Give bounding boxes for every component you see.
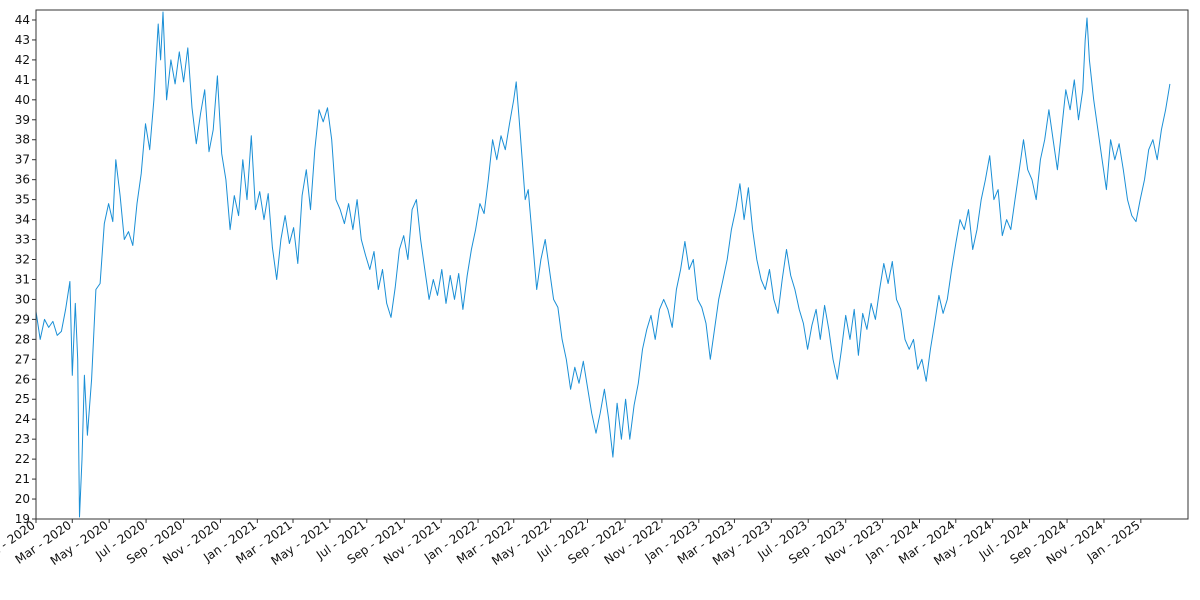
- y-tick-label: 37: [15, 153, 30, 167]
- y-tick-label: 21: [15, 472, 30, 486]
- y-tick-label: 29: [15, 312, 30, 326]
- y-tick-label: 34: [15, 213, 30, 227]
- y-tick-label: 40: [15, 93, 30, 107]
- y-tick-label: 36: [15, 173, 30, 187]
- plot-area: [35, 9, 1189, 520]
- y-tick-label: 25: [15, 392, 30, 406]
- y-tick-label: 28: [15, 332, 30, 346]
- y-tick-label: 24: [15, 412, 30, 426]
- y-tick-label: 32: [15, 253, 30, 267]
- y-tick-label: 23: [15, 432, 30, 446]
- plot-frame: [35, 9, 1189, 520]
- series-line: [36, 11, 1171, 518]
- y-tick-label: 30: [15, 292, 30, 306]
- y-tick-label: 22: [15, 452, 30, 466]
- y-tick-label: 38: [15, 133, 30, 147]
- y-tick-label: 33: [15, 233, 30, 247]
- y-tick-label: 39: [15, 113, 30, 127]
- y-axis: 19 20 21 22 23 24 25 26 27 28 29 30 31 32 33 34 35 36 37 38…: [15, 13, 36, 526]
- y-tick-label: 41: [15, 73, 30, 87]
- y-tick-label: 44: [15, 13, 30, 27]
- y-tick-label: 42: [15, 53, 30, 67]
- y-tick-label: 31: [15, 272, 30, 286]
- y-tick-label: 19: [15, 512, 30, 526]
- y-tick-label: 43: [15, 33, 30, 47]
- y-tick-label: 20: [15, 492, 30, 506]
- y-tick-label: 35: [15, 193, 30, 207]
- y-tick-label: 26: [15, 372, 30, 386]
- y-tick-label: 27: [15, 352, 30, 366]
